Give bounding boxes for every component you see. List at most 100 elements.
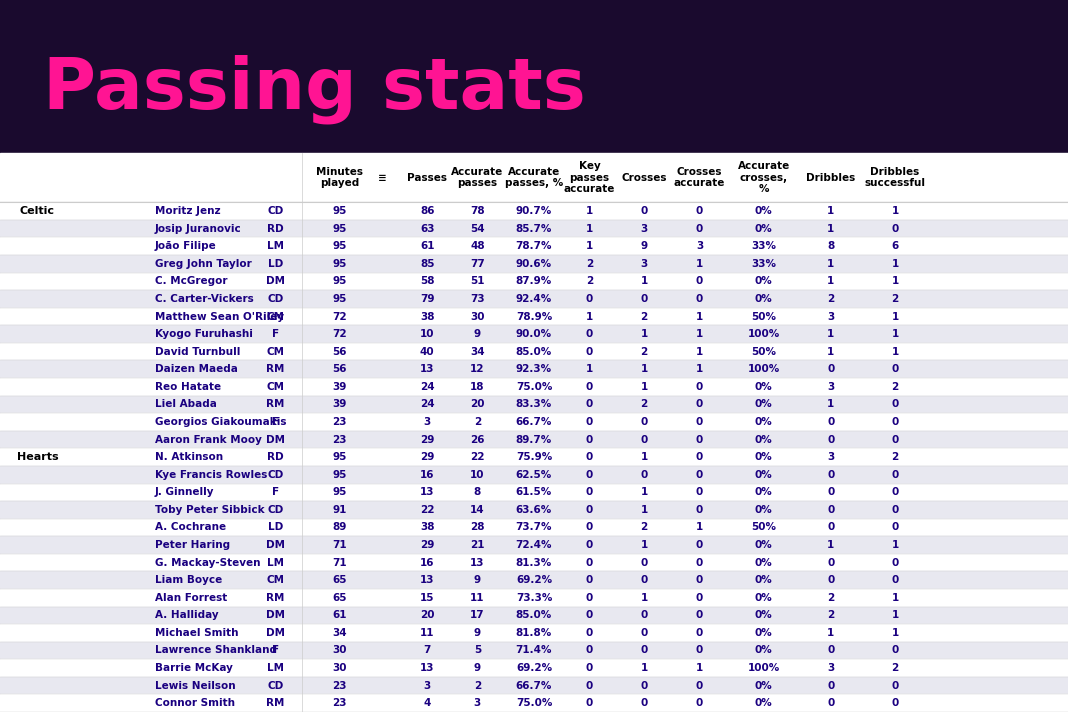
Text: DM: DM (266, 540, 285, 550)
Text: 1: 1 (892, 628, 898, 638)
Text: 77: 77 (470, 258, 485, 269)
Text: 0: 0 (696, 452, 703, 462)
Text: 0%: 0% (755, 399, 772, 409)
Text: 3: 3 (424, 681, 430, 691)
Text: 71.4%: 71.4% (516, 646, 552, 656)
Text: 0: 0 (586, 347, 593, 357)
Text: 75.0%: 75.0% (516, 382, 552, 392)
Text: 66.7%: 66.7% (516, 417, 552, 427)
Text: 4: 4 (424, 698, 430, 708)
Text: 89.7%: 89.7% (516, 434, 552, 444)
Text: 85.0%: 85.0% (516, 610, 552, 620)
Text: 11: 11 (420, 628, 435, 638)
Text: 0: 0 (696, 487, 703, 497)
Bar (0, 642, 1068, 659)
Text: 0: 0 (828, 365, 834, 375)
Text: 0%: 0% (755, 382, 772, 392)
Text: 9: 9 (474, 575, 481, 585)
Text: 1: 1 (892, 276, 898, 286)
Text: C. Carter-Vickers: C. Carter-Vickers (155, 294, 253, 304)
Text: 0: 0 (828, 505, 834, 515)
Bar (0, 396, 1068, 413)
Text: 2: 2 (892, 663, 898, 673)
Text: 10: 10 (470, 470, 485, 480)
Text: 61: 61 (420, 241, 435, 251)
Text: 1: 1 (892, 312, 898, 322)
Text: 1: 1 (586, 312, 593, 322)
Text: Accurate
passes, %: Accurate passes, % (505, 167, 563, 189)
Text: 0: 0 (641, 698, 647, 708)
Text: 9: 9 (474, 663, 481, 673)
Text: 0: 0 (696, 557, 703, 567)
Text: 0%: 0% (755, 698, 772, 708)
Text: 0: 0 (696, 505, 703, 515)
Text: 62.5%: 62.5% (516, 470, 552, 480)
Text: RM: RM (266, 365, 285, 375)
Text: 1: 1 (696, 663, 703, 673)
Text: 0: 0 (586, 399, 593, 409)
Text: 85.0%: 85.0% (516, 347, 552, 357)
Text: 30: 30 (332, 646, 347, 656)
Text: 85: 85 (420, 258, 435, 269)
Text: 1: 1 (892, 347, 898, 357)
Text: 0: 0 (696, 224, 703, 234)
Text: RD: RD (267, 452, 284, 462)
Text: Crosses: Crosses (622, 173, 666, 183)
Text: Hearts: Hearts (17, 452, 58, 462)
Text: CD: CD (267, 681, 284, 691)
Text: 100%: 100% (748, 663, 780, 673)
Text: 1: 1 (641, 593, 647, 603)
Text: 1: 1 (641, 276, 647, 286)
Text: Peter Haring: Peter Haring (155, 540, 230, 550)
Text: 0: 0 (586, 294, 593, 304)
Text: 78: 78 (470, 206, 485, 216)
Text: 29: 29 (420, 434, 435, 444)
Text: 28: 28 (470, 523, 485, 533)
Text: 90.0%: 90.0% (516, 329, 552, 339)
Text: CD: CD (267, 206, 284, 216)
Text: 78.7%: 78.7% (516, 241, 552, 251)
Text: 6: 6 (892, 241, 898, 251)
Text: LM: LM (267, 241, 284, 251)
Text: 2: 2 (474, 417, 481, 427)
Text: 87.9%: 87.9% (516, 276, 552, 286)
Bar (0, 483, 1068, 501)
Text: 0: 0 (641, 206, 647, 216)
Text: 2: 2 (892, 294, 898, 304)
Text: 1: 1 (828, 258, 834, 269)
Text: 1: 1 (641, 505, 647, 515)
Text: CM: CM (267, 382, 284, 392)
Text: 65: 65 (332, 593, 347, 603)
Text: 1: 1 (828, 329, 834, 339)
Text: 0: 0 (828, 434, 834, 444)
Text: 3: 3 (828, 312, 834, 322)
Text: 0: 0 (892, 365, 898, 375)
Text: Aaron Frank Mooy: Aaron Frank Mooy (155, 434, 262, 444)
Text: 30: 30 (332, 663, 347, 673)
Text: 73: 73 (470, 294, 485, 304)
Text: 92.3%: 92.3% (516, 365, 552, 375)
Text: 33%: 33% (751, 258, 776, 269)
Text: 0: 0 (586, 487, 593, 497)
Text: 3: 3 (828, 452, 834, 462)
Text: 0: 0 (586, 610, 593, 620)
Text: LD: LD (268, 523, 283, 533)
Text: 0%: 0% (755, 470, 772, 480)
Text: 0: 0 (892, 557, 898, 567)
Text: 0: 0 (586, 417, 593, 427)
Text: Accurate
passes: Accurate passes (452, 167, 503, 189)
Text: 61: 61 (332, 610, 347, 620)
Text: 75.0%: 75.0% (516, 698, 552, 708)
Text: 2: 2 (641, 399, 647, 409)
Text: 2: 2 (828, 610, 834, 620)
Text: 73.3%: 73.3% (516, 593, 552, 603)
Text: 83.3%: 83.3% (516, 399, 552, 409)
Bar (0, 431, 1068, 449)
Text: 17: 17 (470, 610, 485, 620)
Text: LM: LM (267, 663, 284, 673)
Text: 0%: 0% (755, 505, 772, 515)
Text: 1: 1 (696, 347, 703, 357)
Text: 1: 1 (641, 382, 647, 392)
Text: CD: CD (267, 505, 284, 515)
Text: 23: 23 (332, 417, 347, 427)
